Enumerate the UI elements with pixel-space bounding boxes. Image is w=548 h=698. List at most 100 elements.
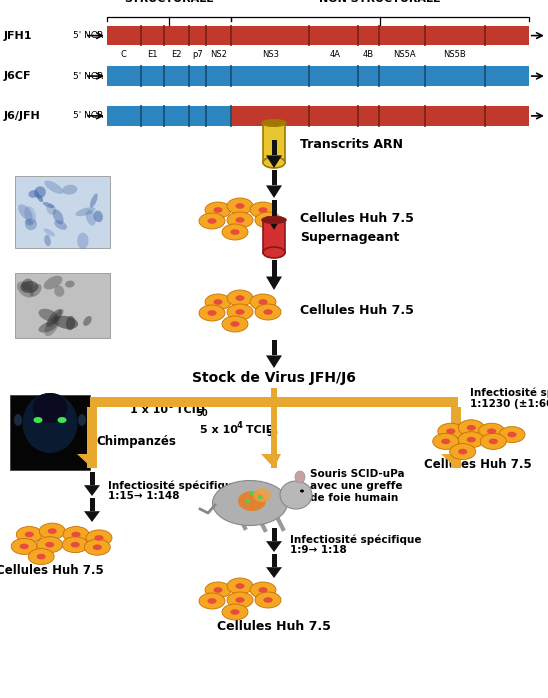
Text: Transcrits ARN: Transcrits ARN	[300, 138, 403, 151]
Ellipse shape	[487, 429, 496, 434]
Ellipse shape	[222, 316, 248, 332]
Ellipse shape	[47, 309, 62, 327]
Ellipse shape	[236, 217, 244, 223]
Polygon shape	[84, 511, 100, 522]
Ellipse shape	[467, 425, 476, 431]
Ellipse shape	[250, 294, 276, 310]
Polygon shape	[266, 276, 282, 290]
Ellipse shape	[441, 438, 450, 444]
Ellipse shape	[25, 218, 37, 230]
Ellipse shape	[259, 299, 267, 305]
Bar	[271, 528, 277, 541]
Ellipse shape	[467, 437, 476, 443]
Text: NS2: NS2	[210, 50, 227, 59]
Text: 50: 50	[196, 410, 208, 419]
Ellipse shape	[208, 218, 216, 224]
Ellipse shape	[236, 584, 244, 589]
Ellipse shape	[71, 542, 80, 547]
Ellipse shape	[25, 219, 33, 225]
Polygon shape	[266, 216, 282, 230]
Text: 1 x 10: 1 x 10	[130, 405, 168, 415]
Ellipse shape	[205, 294, 231, 310]
Ellipse shape	[214, 299, 222, 305]
Bar	[451, 407, 461, 468]
Text: TCID: TCID	[172, 405, 205, 415]
Ellipse shape	[11, 538, 37, 554]
Ellipse shape	[76, 207, 95, 216]
Ellipse shape	[25, 532, 34, 537]
Bar	[271, 388, 277, 402]
Ellipse shape	[478, 423, 505, 439]
Bar	[15, 176, 110, 248]
Polygon shape	[266, 186, 282, 198]
Bar	[271, 260, 277, 276]
Ellipse shape	[28, 190, 39, 198]
Ellipse shape	[86, 530, 112, 546]
Ellipse shape	[208, 598, 216, 604]
Text: E1: E1	[147, 50, 157, 59]
Ellipse shape	[231, 229, 239, 235]
Ellipse shape	[33, 417, 43, 423]
Ellipse shape	[54, 315, 78, 329]
Ellipse shape	[65, 281, 75, 288]
Text: Infectiosité spécifique: Infectiosité spécifique	[470, 388, 548, 399]
Text: 5' NCR: 5' NCR	[73, 72, 104, 80]
Ellipse shape	[264, 309, 272, 315]
Ellipse shape	[199, 305, 225, 321]
Ellipse shape	[507, 432, 517, 438]
Text: Chimpanzés: Chimpanzés	[96, 436, 176, 449]
Ellipse shape	[438, 423, 464, 439]
Ellipse shape	[86, 210, 96, 225]
Ellipse shape	[58, 417, 66, 423]
Text: JFH1: JFH1	[4, 31, 32, 40]
Bar	[271, 200, 277, 216]
Ellipse shape	[450, 444, 476, 459]
Polygon shape	[441, 454, 461, 468]
Ellipse shape	[255, 212, 281, 228]
Ellipse shape	[458, 419, 484, 436]
Ellipse shape	[32, 393, 67, 423]
Ellipse shape	[236, 309, 244, 315]
Ellipse shape	[34, 186, 46, 198]
Ellipse shape	[259, 587, 267, 593]
Ellipse shape	[28, 549, 54, 565]
Ellipse shape	[499, 426, 525, 443]
Text: NON STRUCTURALE: NON STRUCTURALE	[319, 0, 441, 3]
Ellipse shape	[53, 209, 64, 224]
Ellipse shape	[250, 582, 276, 598]
Text: 4: 4	[237, 420, 243, 429]
Ellipse shape	[37, 554, 45, 559]
Ellipse shape	[264, 217, 272, 223]
Text: 5 x 10: 5 x 10	[200, 425, 238, 435]
Ellipse shape	[38, 321, 57, 333]
Text: J6/JFH: J6/JFH	[4, 111, 41, 121]
Bar	[107, 106, 231, 126]
Ellipse shape	[433, 433, 459, 450]
Ellipse shape	[458, 431, 484, 447]
Ellipse shape	[17, 281, 34, 297]
Ellipse shape	[253, 488, 271, 502]
Ellipse shape	[52, 309, 64, 325]
Text: Cellules Huh 7.5: Cellules Huh 7.5	[300, 304, 414, 316]
Ellipse shape	[63, 526, 89, 542]
Text: 5' NCR: 5' NCR	[73, 112, 104, 120]
Ellipse shape	[62, 185, 77, 195]
Ellipse shape	[214, 587, 222, 593]
Polygon shape	[266, 355, 282, 368]
Ellipse shape	[246, 499, 250, 503]
Polygon shape	[77, 454, 97, 468]
Text: STRUCTURALE: STRUCTURALE	[124, 0, 214, 3]
Bar	[271, 340, 277, 355]
Ellipse shape	[480, 433, 506, 450]
Ellipse shape	[93, 544, 102, 550]
Ellipse shape	[213, 480, 288, 526]
Text: Infectiosité spécifique: Infectiosité spécifique	[290, 535, 421, 545]
Text: Infectiosité spécifique: Infectiosité spécifique	[108, 481, 239, 491]
Ellipse shape	[37, 193, 43, 202]
Ellipse shape	[44, 228, 55, 237]
Bar	[271, 140, 277, 156]
Ellipse shape	[222, 604, 248, 620]
Ellipse shape	[236, 203, 244, 209]
Ellipse shape	[48, 528, 57, 534]
Ellipse shape	[199, 213, 225, 229]
